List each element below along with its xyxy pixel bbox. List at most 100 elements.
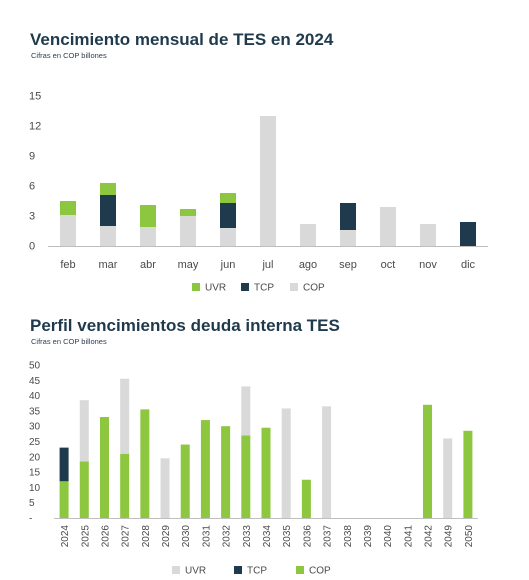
x-tick-label: abr	[140, 259, 156, 271]
y-tick-label: 30	[29, 422, 41, 433]
legend-label-tcp: TCP	[247, 566, 267, 577]
legend-label-cop: COP	[303, 283, 325, 294]
y-tick-label: 9	[29, 151, 35, 163]
x-tick-label: 2035	[282, 525, 293, 548]
x-tick-label: 2041	[403, 525, 414, 548]
bar-uvr-2033	[241, 386, 251, 436]
bar-uvr-2049	[443, 438, 453, 518]
bar-cop-2031	[200, 420, 210, 518]
y-tick-label: 40	[29, 391, 41, 402]
y-tick-label: 20	[29, 452, 41, 463]
x-tick-label: 2026	[100, 525, 111, 548]
legend-swatch-cop	[290, 283, 298, 291]
y-tick-label: 12	[29, 121, 41, 133]
bar-uvr-jun	[220, 193, 236, 203]
bar-uvr-abr	[140, 205, 156, 227]
x-tick-label: dic	[461, 259, 476, 271]
y-tick-label: 6	[29, 181, 35, 193]
bar-tcp-dic	[460, 222, 476, 246]
x-tick-label: oct	[381, 259, 396, 271]
bar-tcp-sep	[340, 203, 356, 230]
legend-label-cop: COP	[309, 566, 331, 577]
y-tick-label: 35	[29, 406, 41, 417]
x-tick-label: 2042	[424, 525, 435, 548]
bar-cop-2033	[241, 435, 251, 518]
bar-uvr-mar	[100, 183, 116, 195]
legend-swatch-tcp	[241, 283, 249, 291]
bar-cop-sep	[340, 230, 356, 246]
bar-cop-mar	[100, 226, 116, 246]
x-tick-label: 2038	[343, 525, 354, 548]
chart-2-title: Perfil vencimientos deuda interna TES	[30, 316, 340, 335]
x-tick-label: mar	[99, 259, 118, 271]
y-tick-label: 15	[29, 91, 41, 103]
bar-cop-2030	[180, 444, 190, 518]
bar-uvr-2035	[281, 408, 291, 518]
x-tick-label: ago	[299, 259, 317, 271]
bar-cop-2034	[261, 427, 271, 518]
x-tick-label: 2039	[363, 525, 374, 548]
y-tick-label: 10	[29, 483, 41, 494]
bar-cop-jun	[220, 228, 236, 246]
y-tick-label: 15	[29, 468, 41, 479]
x-tick-label: 2033	[242, 525, 253, 548]
bar-cop-ago	[300, 224, 316, 246]
y-tick-label: -	[29, 514, 32, 525]
legend-label-uvr: UVR	[185, 566, 206, 577]
chart-1-subtitle: Cifras en COP billones	[31, 51, 107, 60]
bar-tcp-mar	[100, 195, 116, 226]
bar-uvr-2037	[322, 406, 332, 518]
x-tick-label: 2050	[464, 525, 475, 548]
x-tick-label: 2027	[121, 525, 132, 548]
bar-cop-may	[180, 216, 196, 246]
x-tick-label: jun	[220, 259, 236, 271]
x-tick-label: feb	[60, 259, 75, 271]
bar-cop-feb	[60, 215, 76, 246]
legend-swatch-uvr	[172, 566, 180, 574]
x-tick-label: 2029	[161, 525, 172, 548]
x-tick-label: 2037	[323, 525, 334, 548]
bar-uvr-2029	[160, 458, 170, 518]
x-tick-label: jul	[261, 259, 273, 271]
x-tick-label: 2040	[383, 525, 394, 548]
x-tick-label: 2024	[60, 525, 71, 548]
bar-uvr-2027	[120, 378, 130, 454]
bar-cop-2042	[423, 404, 433, 518]
chart-2-subtitle: Cifras en COP billones	[31, 337, 107, 346]
legend-label-uvr: UVR	[205, 283, 226, 294]
x-tick-label: may	[178, 259, 199, 271]
bar-tcp-2024	[59, 447, 69, 482]
x-tick-label: 2036	[302, 525, 313, 548]
y-tick-label: 5	[29, 498, 35, 509]
legend-swatch-uvr	[192, 283, 200, 291]
chart-1-title: Vencimiento mensual de TES en 2024	[30, 30, 334, 49]
bar-cop-2026	[99, 417, 109, 518]
y-tick-label: 0	[29, 241, 35, 253]
bar-uvr-may	[180, 209, 196, 216]
bar-cop-2036	[301, 479, 311, 518]
chart-1-plot: 0 3 6 9 12 15 feb mar abr may jun jul ago sep oct nov di…	[29, 91, 488, 294]
y-tick-label: 25	[29, 437, 41, 448]
bar-cop-2025	[79, 461, 89, 518]
y-tick-label: 50	[29, 361, 41, 372]
bar-cop-oct	[380, 207, 396, 246]
bar-cop-2024	[59, 481, 69, 518]
x-tick-label: 2028	[141, 525, 152, 548]
bar-cop-2027	[120, 453, 130, 518]
y-tick-label: 3	[29, 211, 35, 223]
bar-cop-2028	[140, 409, 150, 518]
legend-label-tcp: TCP	[254, 283, 274, 294]
bar-cop-nov	[420, 224, 436, 246]
x-tick-label: 2031	[201, 525, 212, 548]
x-tick-label: sep	[339, 259, 357, 271]
x-tick-label: 2030	[181, 525, 192, 548]
bar-uvr-2025	[79, 400, 89, 462]
legend-swatch-cop	[296, 566, 304, 574]
x-tick-label: 2049	[444, 525, 455, 548]
bar-uvr-feb	[60, 201, 76, 215]
bar-cop-abr	[140, 227, 156, 246]
x-tick-label: nov	[419, 259, 437, 271]
x-tick-label: 2025	[80, 525, 91, 548]
y-tick-label: 45	[29, 376, 41, 387]
